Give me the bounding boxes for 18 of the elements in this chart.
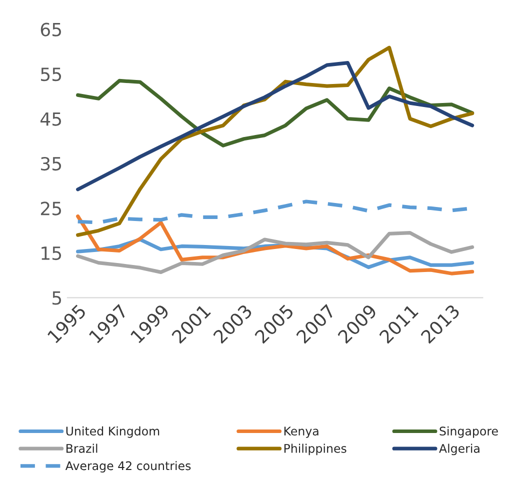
y-tick-label: 35	[41, 156, 62, 171]
legend-label: Brazil	[66, 444, 98, 453]
line-series	[76, 231, 474, 274]
legend-label: Average 42 countries	[65, 461, 191, 472]
y-tick-label: 45	[40, 112, 62, 126]
y-tick-label: 15	[42, 246, 62, 260]
legend-label: Singapore	[440, 426, 498, 438]
line-series	[76, 61, 474, 192]
legend-label: Philippines	[284, 444, 346, 456]
line-series	[76, 78, 474, 148]
y-tick-label: 55	[41, 68, 62, 82]
y-tick-label: 25	[40, 202, 62, 216]
line-series	[76, 214, 474, 276]
y-tick-label: 5	[52, 291, 62, 305]
legend-label: Algeria	[439, 444, 480, 456]
legend-label: United Kingdom	[66, 426, 160, 438]
y-tick-label: 65	[40, 22, 62, 36]
legend-label: Kenya	[284, 426, 318, 438]
